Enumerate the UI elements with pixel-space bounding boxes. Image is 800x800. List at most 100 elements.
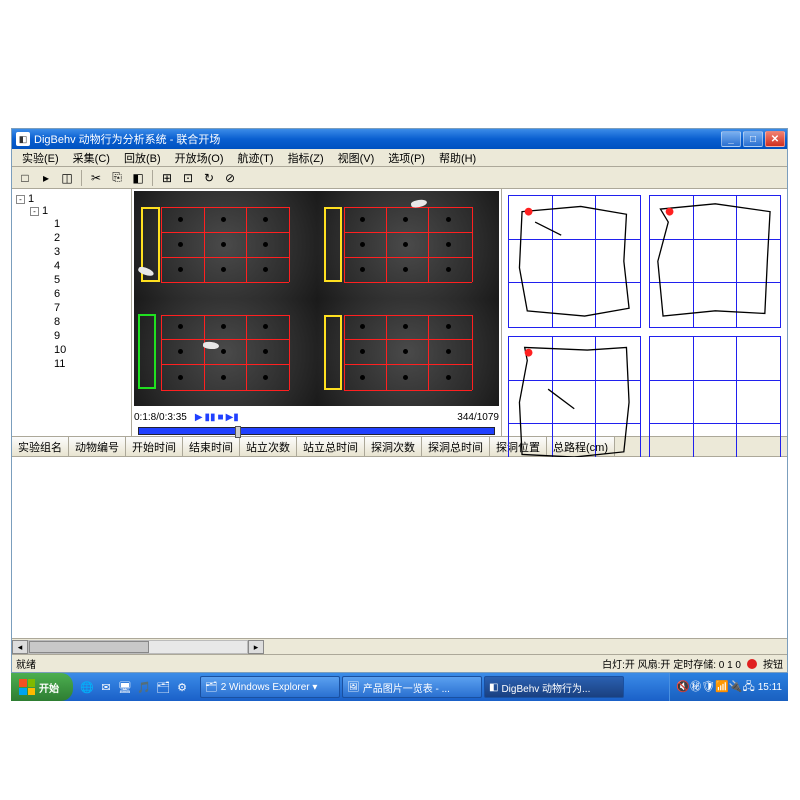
ql-icon[interactable]: 🖥 [117,679,133,695]
toolbar-button[interactable]: ◫ [58,169,76,187]
titlebar[interactable]: ◧ DigBehv 动物行为分析系统 - 联合开场 _ □ ✕ [12,129,787,149]
status-left: 就绪 [16,656,36,671]
toolbar-button[interactable]: ⊞ [158,169,176,187]
scroll-left-button[interactable]: ◂ [12,640,28,654]
data-grid: 实验组名动物编号开始时间结束时间站立次数站立总时间探洞次数探洞总时间探洞位置总路… [12,437,787,654]
system-tray: 🔇㊙🛡📶🔌🖧 15:11 [669,673,788,701]
video-time: 0:1:8/0:3:35 [134,412,187,423]
start-button[interactable]: 开始 [11,673,73,701]
record-indicator-icon [747,659,757,669]
status-right: 白灯:开 风扇:开 定时存储: 0 1 0 [602,656,741,671]
playback-button[interactable]: ■ [218,412,224,423]
window-title: DigBehv 动物行为分析系统 - 联合开场 [34,131,220,147]
status-end: 按钮 [763,656,783,671]
menu-item[interactable]: 帮助(H) [433,149,482,167]
clock[interactable]: 15:11 [758,682,782,693]
tree-leaf[interactable]: 11 [54,357,127,371]
tray-icon[interactable]: 🖧 [742,681,754,693]
toolbar-button[interactable]: ⎘ [108,169,126,187]
menu-item[interactable]: 回放(B) [118,149,167,167]
toolbar: □▸◫ ✂⎘◧ ⊞⊡↻⊘ [12,167,787,189]
column-header[interactable]: 站立总时间 [297,437,365,456]
toolbar-button[interactable]: □ [16,169,34,187]
playback-button[interactable]: ▶▮ [226,412,239,423]
menu-item[interactable]: 视图(V) [332,149,381,167]
ql-icon[interactable]: 🗂 [155,679,171,695]
playback-button[interactable]: ▶ [195,412,203,423]
tree-leaf[interactable]: 10 [54,343,127,357]
taskbar-task[interactable]: 🗂2 Windows Explorer ▾ [200,676,340,698]
video-quad-2 [317,191,500,299]
column-header[interactable]: 动物编号 [69,437,126,456]
tree-leaf[interactable]: 5 [54,273,127,287]
menu-item[interactable]: 指标(Z) [282,149,330,167]
ql-icon[interactable]: 🌐 [79,679,95,695]
tree-leaf[interactable]: 9 [54,329,127,343]
scroll-right-button[interactable]: ▸ [248,640,264,654]
minimize-button[interactable]: _ [721,131,741,147]
taskbar-task[interactable]: ◧DigBehv 动物行为... [484,676,624,698]
toolbar-button[interactable]: ↻ [200,169,218,187]
track-grid-2 [649,195,782,328]
column-header[interactable]: 实验组名 [12,437,69,456]
tray-icon[interactable]: 🔇 [676,681,690,693]
track-grid-1 [508,195,641,328]
quick-launch: 🌐 ✉ 🖥 🎵 🗂 ⚙ [73,679,196,695]
tray-icon[interactable]: 📶 [715,681,729,693]
tray-icon[interactable]: 🔌 [729,681,743,693]
menubar: 实验(E)采集(C)回放(B)开放场(O)航迹(T)指标(Z)视图(V)选项(P… [12,149,787,167]
windows-logo-icon [19,679,35,695]
tree-leaf[interactable]: 4 [54,259,127,273]
column-header[interactable]: 探洞总时间 [422,437,490,456]
tree-leaf[interactable]: 7 [54,301,127,315]
close-button[interactable]: ✕ [765,131,785,147]
video-area [134,191,499,406]
ql-icon[interactable]: ⚙ [174,679,190,695]
tree-root[interactable]: -1 [16,193,127,205]
menu-item[interactable]: 选项(P) [382,149,431,167]
video-quad-3 [134,299,317,407]
ql-icon[interactable]: ✉ [98,679,114,695]
video-seekbar[interactable] [138,427,495,435]
maximize-button[interactable]: □ [743,131,763,147]
video-quad-4 [317,299,500,407]
tree-leaf[interactable]: 6 [54,287,127,301]
scroll-thumb[interactable] [29,641,149,653]
horizontal-scrollbar[interactable]: ◂ ▸ [12,638,787,654]
track-grid-4 [649,336,782,469]
menu-item[interactable]: 航迹(T) [232,149,280,167]
toolbar-button[interactable]: ▸ [37,169,55,187]
video-controls: 0:1:8/0:3:35 ▶▮▮■▶▮ 344/1079 [132,408,501,426]
seek-thumb[interactable] [235,426,241,438]
menu-item[interactable]: 开放场(O) [169,149,230,167]
toolbar-button[interactable]: ⊘ [221,169,239,187]
track-pane [502,189,787,436]
column-header[interactable]: 开始时间 [126,437,183,456]
app-icon: ◧ [16,132,30,146]
menu-item[interactable]: 实验(E) [16,149,65,167]
tree-sub[interactable]: -1 [30,205,127,217]
tree-leaf[interactable]: 3 [54,245,127,259]
video-pane: 0:1:8/0:3:35 ▶▮▮■▶▮ 344/1079 [132,189,502,436]
taskbar-task[interactable]: 🖼产品图片一览表 - ... [342,676,482,698]
tree-leaf[interactable]: 1 [54,217,127,231]
toolbar-button[interactable]: ◧ [129,169,147,187]
tray-icon[interactable]: ㊙ [690,681,701,693]
app-window: ◧ DigBehv 动物行为分析系统 - 联合开场 _ □ ✕ 实验(E)采集(… [11,128,788,673]
track-grid-3 [508,336,641,469]
column-header[interactable]: 探洞次数 [365,437,422,456]
playback-button[interactable]: ▮▮ [205,412,216,423]
taskbar: 开始 🌐 ✉ 🖥 🎵 🗂 ⚙ 🗂2 Windows Explorer ▾🖼产品图… [11,673,788,701]
grid-body[interactable] [12,457,787,638]
tree-leaf[interactable]: 2 [54,231,127,245]
column-header[interactable]: 结束时间 [183,437,240,456]
tree-pane: -1 -1 1234567891011 [12,189,132,436]
column-header[interactable]: 站立次数 [240,437,297,456]
tray-icon[interactable]: 🛡 [701,681,715,693]
tree-leaf[interactable]: 8 [54,315,127,329]
video-frames: 344/1079 [457,412,499,423]
ql-icon[interactable]: 🎵 [136,679,152,695]
toolbar-button[interactable]: ⊡ [179,169,197,187]
toolbar-button[interactable]: ✂ [87,169,105,187]
menu-item[interactable]: 采集(C) [67,149,116,167]
